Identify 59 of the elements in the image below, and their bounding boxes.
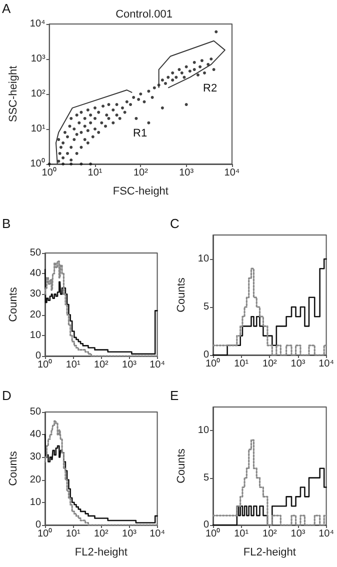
x-tick-label: 10¹ — [88, 168, 103, 178]
y-tick-label: 30 — [30, 288, 42, 300]
y-tick-label: 10³ — [30, 54, 46, 64]
x-axis-title: FL2-height — [243, 546, 296, 558]
x-tick-label: 10³ — [290, 528, 306, 540]
y-tick-label: 10 — [198, 425, 210, 436]
x-tick-label: 10¹ — [234, 528, 250, 540]
y-tick-label: 20 — [30, 309, 42, 320]
y-tick-label: 5 — [203, 472, 210, 484]
x-tick-label: 10⁴ — [150, 528, 165, 540]
y-tick-label: 10⁰ — [30, 158, 46, 170]
y-tick-label: 0 — [35, 520, 42, 530]
x-axis-title: FSC-height — [112, 186, 168, 198]
y-axis-title: SSC-height — [8, 66, 20, 122]
x-tick-label: 10³ — [122, 360, 138, 370]
x-tick-label: 10⁴ — [318, 528, 334, 540]
y-tick-label: 20 — [30, 474, 42, 486]
y-tick-label: 10¹ — [30, 124, 46, 134]
x-tick-label: 10² — [262, 358, 278, 370]
y-axis-title: Counts — [8, 286, 20, 322]
x-tick-label: 10² — [262, 528, 278, 540]
text: A — [2, 1, 11, 16]
y-tick-label: 10⁴ — [30, 18, 46, 30]
y-tick-label: 10 — [198, 254, 210, 264]
x-tick-label: 10⁴ — [318, 358, 334, 370]
y-tick-label: 0 — [203, 350, 210, 360]
x-tick-label: 10¹ — [66, 360, 81, 370]
x-axis-title: FL2-height — [74, 546, 128, 558]
x-tick-label: 10¹ — [66, 528, 81, 540]
x-tick-label: 10² — [94, 360, 110, 370]
x-tick-label: 10³ — [179, 168, 194, 178]
y-tick-label: 30 — [30, 452, 42, 463]
y-tick-label: 40 — [30, 268, 42, 280]
x-tick-label: 10² — [94, 528, 110, 540]
y-tick-label: 10² — [30, 88, 46, 100]
y-tick-label: 50 — [30, 248, 42, 258]
x-tick-label: 10² — [133, 168, 149, 178]
y-axis-title: Counts — [176, 448, 188, 484]
annotation: R1 — [133, 128, 148, 140]
x-tick-label: 10³ — [122, 528, 138, 540]
chart-title: Control.001 — [116, 8, 172, 20]
y-axis-title: Counts — [8, 450, 20, 486]
y-tick-label: 5 — [203, 302, 210, 312]
y-tick-label: 10 — [30, 496, 42, 508]
y-tick-label: 40 — [30, 429, 42, 440]
annotation: R2 — [203, 82, 218, 94]
x-tick-label: 10⁴ — [150, 360, 165, 370]
x-tick-label: 10⁴ — [224, 168, 240, 178]
y-tick-label: 10 — [30, 330, 42, 341]
y-tick-label: 50 — [30, 406, 42, 418]
text: E — [170, 388, 179, 403]
x-tick-label: 10¹ — [234, 358, 250, 370]
x-tick-label: 10³ — [290, 358, 306, 370]
text: B — [2, 216, 11, 231]
y-tick-label: 0 — [35, 350, 42, 362]
y-axis-title: Counts — [176, 277, 188, 312]
y-tick-label: 0 — [203, 520, 210, 530]
text: D — [2, 388, 12, 403]
text: C — [170, 216, 180, 231]
